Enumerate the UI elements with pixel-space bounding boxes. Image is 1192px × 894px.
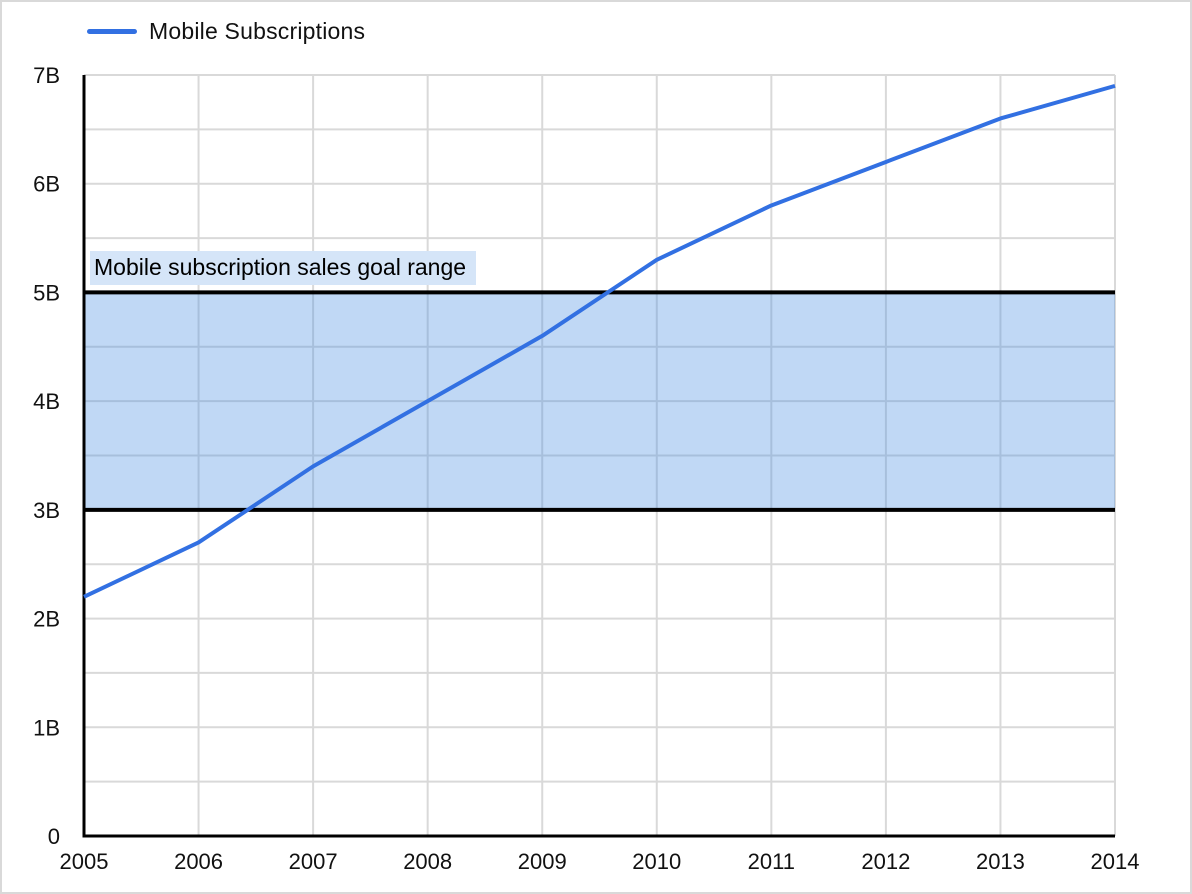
x-tick-label: 2011	[748, 849, 795, 874]
legend-label: Mobile Subscriptions	[149, 18, 366, 44]
y-tick-label: 2B	[33, 607, 60, 632]
y-tick-label: 7B	[33, 63, 60, 88]
y-tick-label: 6B	[33, 172, 60, 197]
x-tick-label: 2008	[403, 849, 452, 874]
x-tick-label: 2014	[1091, 849, 1140, 874]
x-tick-label: 2007	[289, 849, 338, 874]
y-tick-label: 5B	[33, 280, 60, 305]
legend: Mobile Subscriptions	[87, 18, 365, 45]
x-tick-label: 2010	[632, 849, 681, 874]
series-line-mobile-subscriptions	[83, 83, 1116, 599]
x-tick-label: 2005	[60, 849, 109, 874]
x-tick-label: 2009	[518, 849, 567, 874]
x-tick-label: 2006	[174, 849, 223, 874]
y-tick-label: 4B	[33, 389, 60, 414]
legend-line-swatch	[87, 29, 137, 34]
y-tick-label: 3B	[33, 498, 60, 523]
y-tick-label: 0	[48, 824, 60, 849]
goal-range-label: Mobile subscription sales goal range	[90, 251, 477, 285]
x-tick-label: 2013	[976, 849, 1025, 874]
y-tick-label: 1B	[33, 715, 60, 740]
goal-band	[84, 292, 1115, 510]
x-tick-label: 2012	[861, 849, 910, 874]
